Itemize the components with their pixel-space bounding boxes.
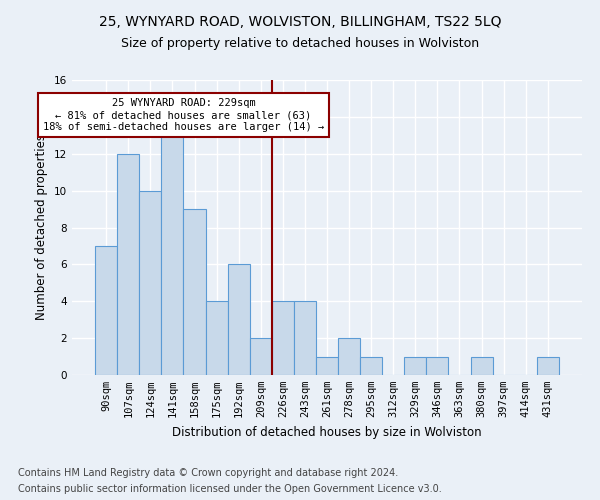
Text: 25 WYNYARD ROAD: 229sqm
← 81% of detached houses are smaller (63)
18% of semi-de: 25 WYNYARD ROAD: 229sqm ← 81% of detache… — [43, 98, 324, 132]
Text: 25, WYNYARD ROAD, WOLVISTON, BILLINGHAM, TS22 5LQ: 25, WYNYARD ROAD, WOLVISTON, BILLINGHAM,… — [99, 15, 501, 29]
Bar — [272, 301, 294, 375]
Bar — [470, 356, 493, 375]
Y-axis label: Number of detached properties: Number of detached properties — [35, 134, 49, 320]
Bar — [184, 209, 206, 375]
Bar — [294, 301, 316, 375]
Text: Contains public sector information licensed under the Open Government Licence v3: Contains public sector information licen… — [18, 484, 442, 494]
Bar — [227, 264, 250, 375]
Bar — [161, 136, 184, 375]
Bar — [404, 356, 427, 375]
Bar — [95, 246, 117, 375]
Bar — [139, 190, 161, 375]
Bar — [427, 356, 448, 375]
Bar — [537, 356, 559, 375]
Text: Size of property relative to detached houses in Wolviston: Size of property relative to detached ho… — [121, 38, 479, 51]
Bar — [250, 338, 272, 375]
Bar — [206, 301, 227, 375]
Bar — [338, 338, 360, 375]
Bar — [117, 154, 139, 375]
Text: Contains HM Land Registry data © Crown copyright and database right 2024.: Contains HM Land Registry data © Crown c… — [18, 468, 398, 477]
Bar — [360, 356, 382, 375]
X-axis label: Distribution of detached houses by size in Wolviston: Distribution of detached houses by size … — [172, 426, 482, 438]
Bar — [316, 356, 338, 375]
